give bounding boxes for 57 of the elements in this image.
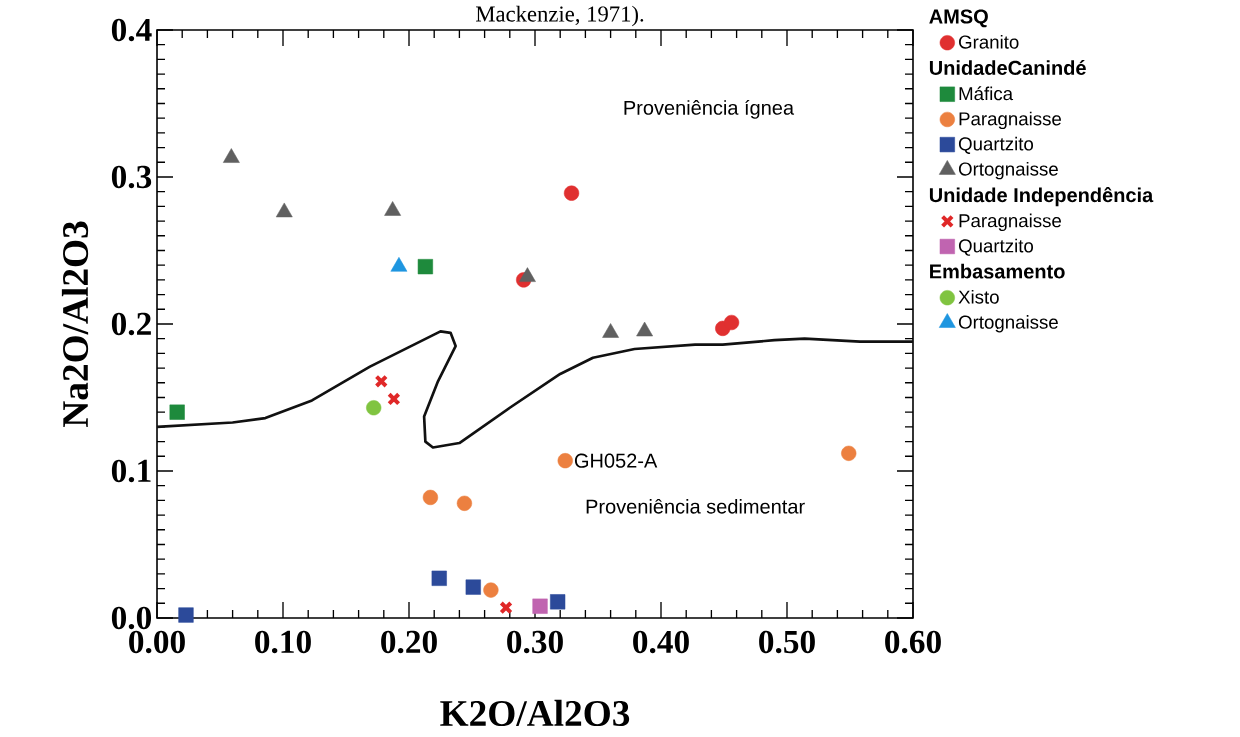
y-tick-label: 0.3 xyxy=(111,165,152,189)
point xyxy=(563,185,580,201)
point xyxy=(499,600,513,615)
point xyxy=(602,323,619,338)
point xyxy=(384,201,401,216)
annotation: Proveniência ígnea xyxy=(624,99,795,119)
legend-label: Ortognaisse xyxy=(958,161,1058,180)
legend-label: Paragnaisse xyxy=(959,111,1061,130)
x-tick-label: 0.10 xyxy=(255,630,311,654)
x-axis-title: K2O/Al2O3 xyxy=(440,699,630,727)
text: UnidadeCanindé xyxy=(929,60,1086,75)
y-tick-label: 0.2 xyxy=(111,312,151,336)
point xyxy=(519,267,536,282)
point xyxy=(387,392,401,406)
point xyxy=(483,582,499,598)
point xyxy=(723,314,740,331)
point xyxy=(222,148,240,163)
y-tick-label: 0.0 xyxy=(111,606,152,630)
point xyxy=(422,489,439,506)
point xyxy=(374,374,388,389)
x-tick-label: 0.50 xyxy=(759,630,815,654)
point xyxy=(169,404,185,420)
line-series xyxy=(155,330,915,449)
x-tick-label: 0.20 xyxy=(381,630,437,654)
x-tick-label: 0.30 xyxy=(507,630,563,654)
chart-title: Mackenzie, 1971). xyxy=(476,5,644,27)
point xyxy=(366,400,382,416)
point xyxy=(456,495,473,511)
legend-label: Máfica xyxy=(959,86,1014,101)
legend-label: Quartzito xyxy=(958,238,1034,256)
text: Embasamento xyxy=(930,263,1065,279)
point xyxy=(417,259,433,275)
legend-label: Ortognaisse xyxy=(958,315,1058,333)
point xyxy=(390,257,408,272)
text: Unidade Independência xyxy=(929,187,1154,207)
point xyxy=(431,570,447,586)
x-tick-label: 0.40 xyxy=(633,630,689,654)
point xyxy=(532,598,548,614)
annotation: GH052-A xyxy=(574,453,658,468)
y-axis-title: Na2O/Al2O3 xyxy=(61,221,89,427)
x-tick-label: 0.60 xyxy=(885,630,941,654)
point xyxy=(465,579,481,595)
point xyxy=(636,321,653,337)
y-tick-label: 0.1 xyxy=(111,459,151,483)
point xyxy=(178,607,194,623)
legend-label: Granito xyxy=(959,34,1019,49)
point xyxy=(275,202,293,218)
point xyxy=(550,594,566,610)
text: AMSQ xyxy=(929,9,988,28)
y-tick-label: 0.4 xyxy=(111,18,152,42)
legend-label: Paragnaisse xyxy=(959,213,1061,232)
x-tick-label: 0.00 xyxy=(129,630,185,654)
point xyxy=(557,453,573,469)
legend-label: Xisto xyxy=(958,289,999,304)
point xyxy=(841,445,857,461)
annotation: Proveniência sedimentar xyxy=(586,498,805,514)
legend-label: Quartzito xyxy=(958,136,1034,154)
